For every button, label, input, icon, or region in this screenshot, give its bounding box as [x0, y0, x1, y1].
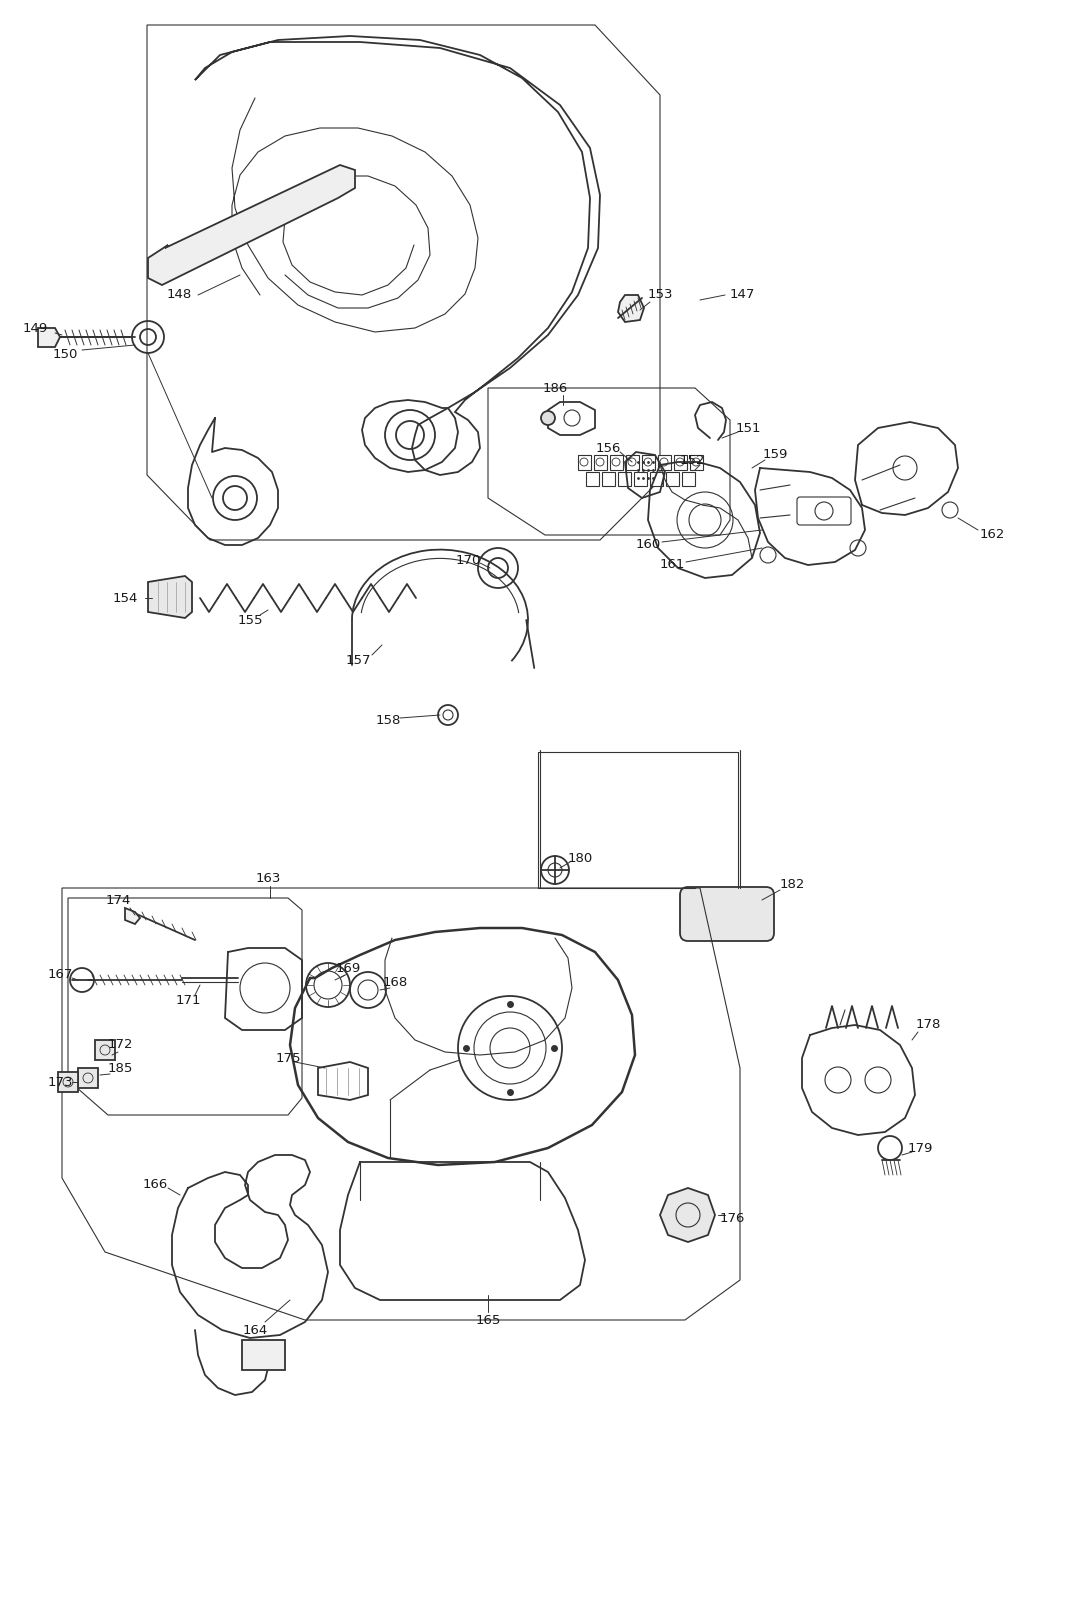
Polygon shape: [682, 472, 695, 486]
Text: 166: 166: [142, 1179, 167, 1192]
Polygon shape: [602, 472, 615, 486]
Polygon shape: [626, 454, 639, 470]
Polygon shape: [125, 909, 140, 925]
Text: 179: 179: [907, 1141, 933, 1155]
Text: 172: 172: [108, 1038, 132, 1051]
Polygon shape: [578, 454, 591, 470]
Text: 175: 175: [275, 1051, 301, 1064]
Polygon shape: [594, 454, 607, 470]
Polygon shape: [618, 472, 631, 486]
Polygon shape: [651, 472, 662, 486]
Text: 170: 170: [455, 554, 481, 566]
Text: 185: 185: [108, 1061, 132, 1075]
Polygon shape: [78, 1069, 98, 1088]
FancyBboxPatch shape: [797, 498, 851, 525]
Polygon shape: [148, 576, 192, 618]
Polygon shape: [660, 1187, 715, 1242]
Polygon shape: [38, 328, 60, 347]
Text: 156: 156: [595, 442, 621, 454]
Text: 160: 160: [635, 539, 660, 552]
Text: 167: 167: [48, 968, 73, 981]
Text: 173: 173: [48, 1075, 73, 1088]
Text: 152: 152: [679, 453, 705, 467]
Polygon shape: [94, 1040, 115, 1059]
Text: 165: 165: [476, 1314, 501, 1326]
Text: 161: 161: [659, 558, 684, 571]
Polygon shape: [610, 454, 623, 470]
Polygon shape: [642, 454, 655, 470]
Text: 174: 174: [105, 893, 130, 907]
Polygon shape: [58, 1072, 78, 1091]
Text: 149: 149: [23, 322, 48, 334]
Text: 151: 151: [735, 421, 761, 435]
Polygon shape: [634, 472, 647, 486]
Text: 155: 155: [237, 613, 263, 627]
Text: 171: 171: [175, 994, 201, 1006]
Text: 186: 186: [542, 381, 568, 395]
Text: 147: 147: [730, 288, 755, 301]
Text: 153: 153: [647, 288, 672, 301]
Circle shape: [541, 411, 555, 426]
Text: 163: 163: [255, 872, 280, 885]
Text: 157: 157: [345, 653, 370, 667]
Polygon shape: [618, 294, 644, 322]
Polygon shape: [666, 472, 679, 486]
Text: 168: 168: [382, 976, 407, 989]
Text: 164: 164: [242, 1323, 267, 1336]
Text: 180: 180: [567, 851, 593, 864]
Text: 176: 176: [719, 1211, 745, 1224]
Polygon shape: [242, 1341, 285, 1370]
Text: 169: 169: [336, 962, 361, 974]
Polygon shape: [586, 472, 599, 486]
FancyBboxPatch shape: [680, 886, 774, 941]
Polygon shape: [658, 454, 671, 470]
Text: 158: 158: [376, 714, 401, 726]
Text: 154: 154: [112, 592, 138, 605]
Text: 162: 162: [980, 528, 1005, 541]
Polygon shape: [690, 454, 703, 470]
Text: 150: 150: [52, 349, 78, 362]
Polygon shape: [148, 165, 355, 285]
Polygon shape: [674, 454, 687, 470]
Text: 148: 148: [167, 288, 192, 301]
Text: 178: 178: [915, 1019, 940, 1032]
Text: 159: 159: [762, 448, 787, 461]
Text: 182: 182: [780, 878, 805, 891]
